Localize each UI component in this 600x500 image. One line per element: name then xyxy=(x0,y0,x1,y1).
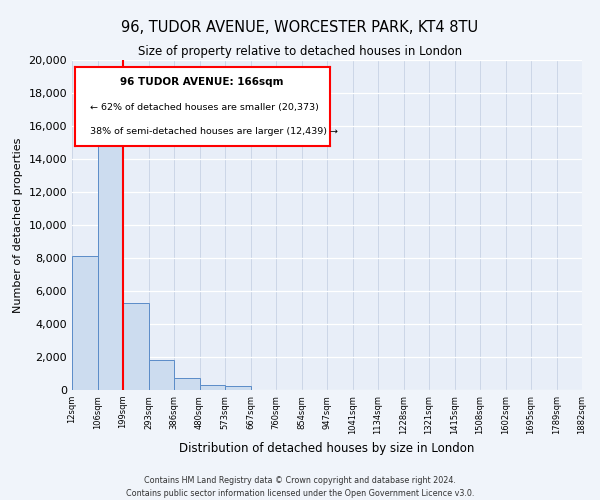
Text: Contains HM Land Registry data © Crown copyright and database right 2024.
Contai: Contains HM Land Registry data © Crown c… xyxy=(126,476,474,498)
Text: Size of property relative to detached houses in London: Size of property relative to detached ho… xyxy=(138,45,462,58)
Bar xyxy=(225,386,251,390)
X-axis label: Distribution of detached houses by size in London: Distribution of detached houses by size … xyxy=(179,442,475,456)
Y-axis label: Number of detached properties: Number of detached properties xyxy=(13,138,23,312)
Bar xyxy=(97,118,123,390)
Bar xyxy=(72,256,97,390)
Bar xyxy=(123,302,149,390)
Bar xyxy=(149,360,174,390)
Bar xyxy=(199,385,225,390)
Text: 96, TUDOR AVENUE, WORCESTER PARK, KT4 8TU: 96, TUDOR AVENUE, WORCESTER PARK, KT4 8T… xyxy=(121,20,479,35)
Bar xyxy=(174,378,199,390)
